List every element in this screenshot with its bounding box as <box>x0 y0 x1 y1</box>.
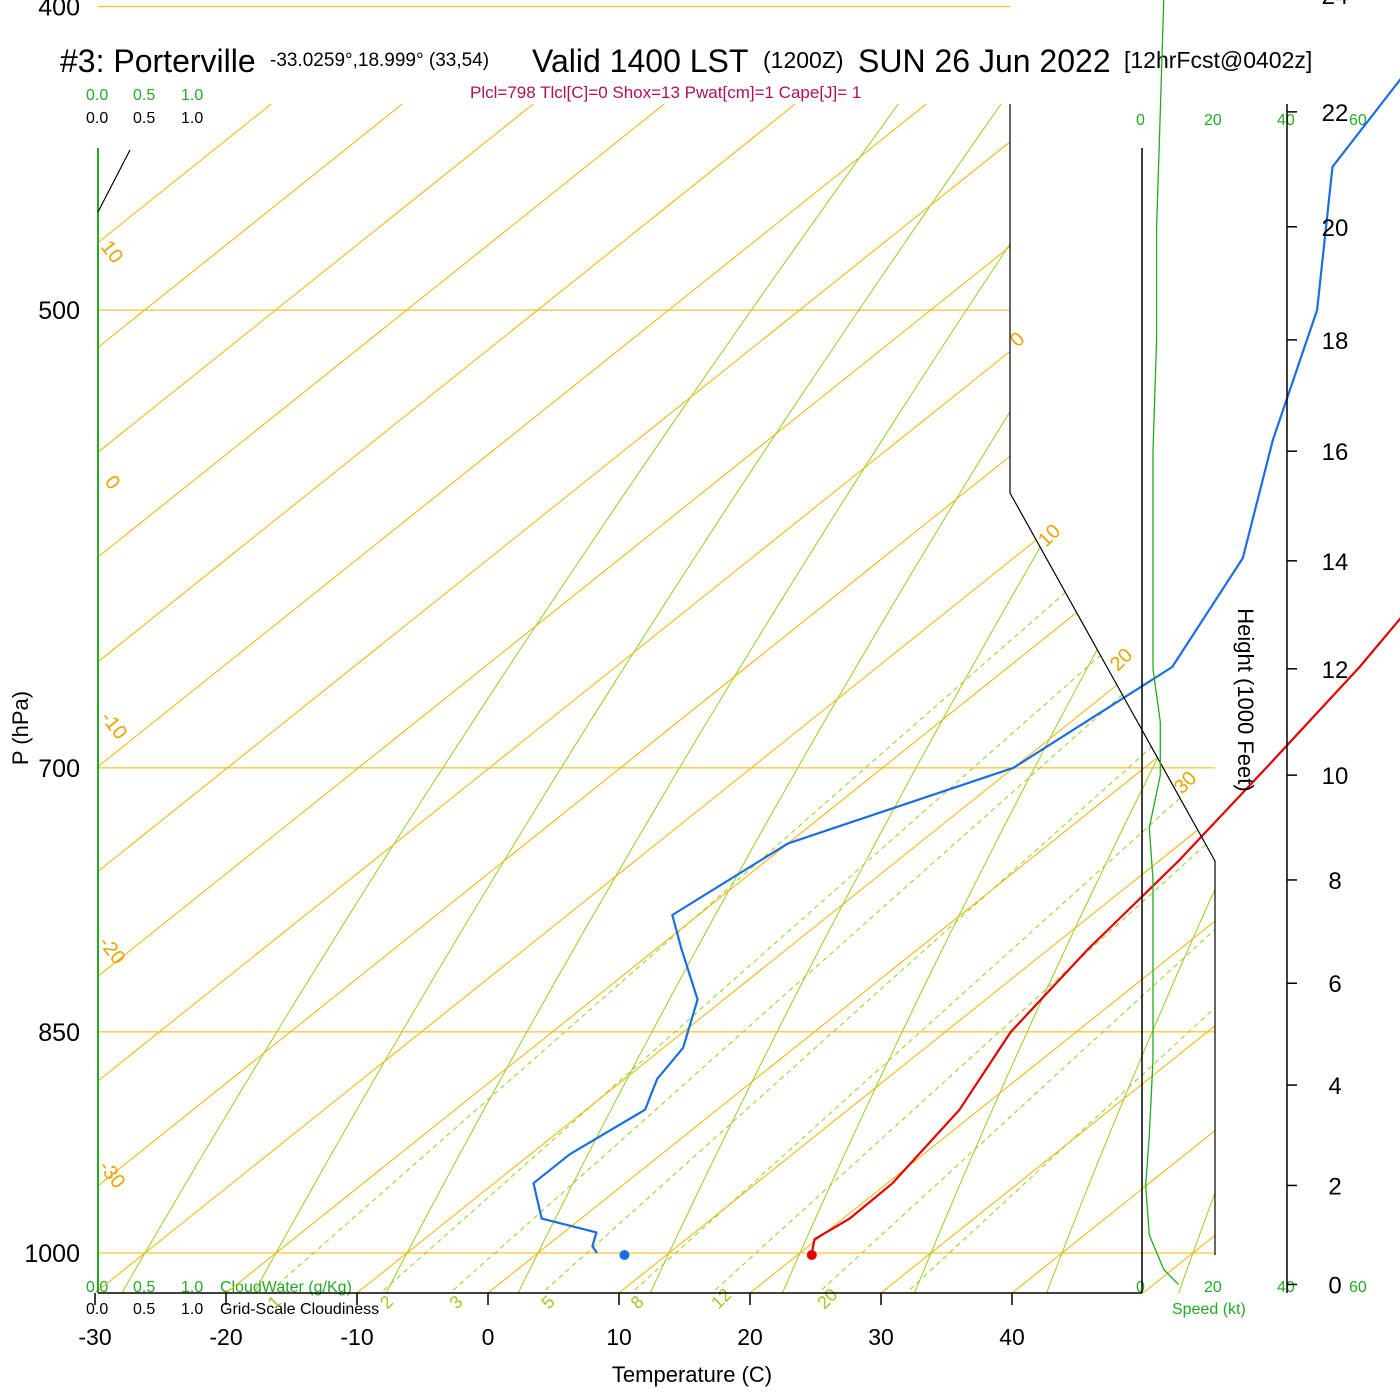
wind-bottom-40: 40 <box>1277 1279 1295 1296</box>
height-tick-label: 10 <box>1322 763 1349 790</box>
height-tick-label: 2 <box>1328 1173 1341 1200</box>
cloud-scale-top: 0.0 0.5 1.0 0.0 0.5 1.0 <box>86 87 203 127</box>
height-tick-label: 12 <box>1322 657 1349 684</box>
height-tick-label: 22 <box>1322 100 1349 127</box>
forecast-info: [12hrFcst@0402z] <box>1124 47 1312 73</box>
x-axis-label: Temperature (C) <box>612 1362 772 1387</box>
cloud-top-green-2: 1.0 <box>181 87 203 104</box>
isotherm-line <box>487 104 1215 1293</box>
station-coords: -33.0259°,18.999° (33,54) <box>270 50 489 71</box>
temperature-profile-line <box>810 617 1400 1254</box>
cloud-bottom-black-2: 1.0 <box>181 1301 203 1318</box>
dry-adiabat <box>365 104 1215 1293</box>
height-tick-label: 24 <box>1322 0 1349 10</box>
plot-frame <box>97 104 1288 1294</box>
isotherm-line <box>98 104 403 1293</box>
surface-temperature-marker <box>806 1250 817 1260</box>
cloud-top-black-0: 0.0 <box>86 110 108 127</box>
wind-top-60: 60 <box>1349 112 1367 129</box>
wind-top-20: 20 <box>1204 112 1222 129</box>
height-tick-label: 4 <box>1328 1073 1341 1100</box>
height-axis: 02468101214161820222426283032 <box>1287 0 1348 1299</box>
dry-adiabat <box>232 104 1215 1293</box>
dry-adiabat <box>498 104 1215 1293</box>
pressure-tick-label: 850 <box>38 1019 80 1047</box>
height-tick-label: 0 <box>1328 1272 1341 1299</box>
cloud-top-green-1: 0.5 <box>133 87 155 104</box>
pressure-tick-label: 1000 <box>24 1240 80 1268</box>
dry-adiabat <box>631 104 1215 1293</box>
cloud-top-green-0: 0.0 <box>86 87 108 104</box>
cloud-bottom-green-2: 1.0 <box>181 1279 203 1296</box>
temperature-tick-label: -10 <box>340 1324 373 1350</box>
isotherm-line <box>98 104 1215 1293</box>
zulu-time: (1200Z) <box>763 47 844 73</box>
pressure-tick-label: 500 <box>38 297 80 325</box>
isotherm-line <box>749 104 1215 1293</box>
dry-adiabat <box>98 104 1215 1293</box>
height-tick-label: 8 <box>1328 868 1341 895</box>
mixing-ratio-line <box>223 104 1215 1293</box>
mixing-ratio-line <box>863 104 1215 1293</box>
valid-time: Valid 1400 LST <box>532 43 748 79</box>
height-tick-label: 18 <box>1322 328 1349 355</box>
temperature-tick-label: -20 <box>209 1324 242 1350</box>
wind-speed-line <box>1145 0 1179 1285</box>
wind-bottom-0: 0 <box>1136 1279 1145 1296</box>
cloud-top-black-1: 0.5 <box>133 110 155 127</box>
isotherm-line <box>98 104 665 1293</box>
isotherm-line <box>880 104 1215 1293</box>
temperature-tick-label: 40 <box>999 1324 1025 1350</box>
cloud-bottom-black-1: 0.5 <box>133 1301 155 1318</box>
wind-bottom-20: 20 <box>1204 1279 1222 1296</box>
y-axis-label: P (hPa) <box>8 691 33 765</box>
pressure-tick-label: 700 <box>38 755 80 783</box>
wind-bottom-60: 60 <box>1349 1279 1367 1296</box>
station-title: #3: Porterville <box>60 43 256 79</box>
isotherm-line <box>356 104 1215 1293</box>
valid-date: SUN 26 Jun 2022 <box>858 43 1111 79</box>
temperature-tick-label: -30 <box>78 1324 111 1350</box>
height-tick-label: 16 <box>1322 439 1349 466</box>
temperature-axis: -30 -20 -10 0 10 20 30 40 <box>78 1293 1025 1350</box>
height-tick-label: 6 <box>1328 971 1341 998</box>
cloud-top-black-2: 1.0 <box>181 110 203 127</box>
isotherm-line <box>98 104 796 1293</box>
cloud-scale-bottom: 0.0 0.5 1.0 CloudWater (g/Kg) 0.0 0.5 1.… <box>86 1279 379 1318</box>
isotherm-line <box>225 104 1215 1293</box>
dewpoint-profile-line <box>532 78 1400 1254</box>
wind-profile <box>1145 0 1179 1285</box>
cloud-bottom-green-1: 0.5 <box>133 1279 155 1296</box>
cloudiness-label: Grid-Scale Cloudiness <box>220 1301 379 1318</box>
isotherm-line <box>98 104 534 1293</box>
mixing-ratio-line <box>775 104 1215 1293</box>
temperature-tick-label: 10 <box>606 1324 632 1350</box>
isobars <box>98 6 1215 1254</box>
isotherm-line <box>618 104 1215 1293</box>
wind-top-40: 40 <box>1277 112 1295 129</box>
temperature-tick-label: 20 <box>737 1324 763 1350</box>
dry-adiabat <box>1031 104 1215 1293</box>
speed-label: Speed (kt) <box>1172 1301 1246 1318</box>
cloudwater-label: CloudWater (g/Kg) <box>220 1279 352 1296</box>
cloud-bottom-black-0: 0.0 <box>86 1301 108 1318</box>
wind-scale-top: 0 20 40 60 <box>1136 112 1367 129</box>
isotherm-line <box>98 104 927 1293</box>
temperature-tick-label: 30 <box>868 1324 894 1350</box>
height-tick-label: 14 <box>1322 549 1349 576</box>
wind-scale-bottom: 0 20 40 60 Speed (kt) <box>1136 1279 1367 1318</box>
temperature-tick-label: 0 <box>482 1324 495 1350</box>
height-tick-label: 20 <box>1322 215 1349 242</box>
height-axis-label: Height (1000 Feet) <box>1233 608 1258 791</box>
pressure-tick-label: 400 <box>38 0 80 22</box>
sounding-profiles <box>532 78 1400 1260</box>
surface-dewpoint-marker <box>619 1250 630 1260</box>
isotherm-line <box>98 104 1189 1293</box>
wind-top-0: 0 <box>1136 112 1145 129</box>
pressure-axis: 2503004005007008501000 <box>24 0 80 1268</box>
isotherm-line <box>98 104 1058 1293</box>
stability-indices: Plcl=798 Tlcl[C]=0 Shox=13 Pwat[cm]=1 Ca… <box>470 83 861 102</box>
mixing-ratio-line <box>498 104 1215 1293</box>
